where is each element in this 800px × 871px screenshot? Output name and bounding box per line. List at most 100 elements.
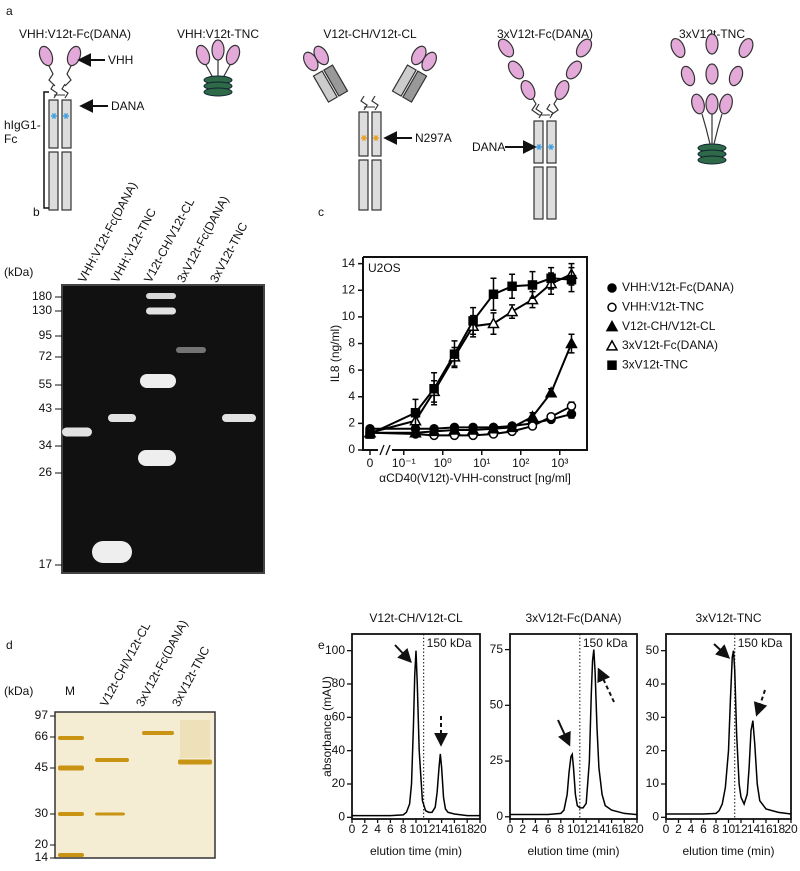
mutation-mark bbox=[63, 113, 69, 119]
point bbox=[487, 317, 500, 329]
y-tick-label: 50 bbox=[646, 643, 660, 657]
lane-label: 3xV12t-TNC bbox=[169, 644, 213, 709]
y-tick-label: 0 bbox=[338, 810, 345, 824]
series-line bbox=[370, 343, 573, 434]
plot-frame bbox=[509, 633, 638, 820]
fab-arm bbox=[302, 45, 349, 103]
point bbox=[526, 293, 539, 305]
legend-label: VHH:V12t-TNC bbox=[622, 299, 704, 313]
fc-domain bbox=[371, 111, 382, 157]
band bbox=[108, 414, 136, 422]
chart-title: 3xV12t-TNC bbox=[695, 611, 761, 625]
x-tick-label: 0 bbox=[367, 456, 374, 470]
y-tick-label: 40 bbox=[646, 676, 660, 690]
y-tick-label: 25 bbox=[490, 753, 504, 767]
y-tick-label: 0 bbox=[496, 809, 503, 823]
x-tick-label: 0 bbox=[663, 822, 670, 836]
vhh-domain bbox=[719, 93, 733, 115]
annotation: U2OS bbox=[368, 261, 401, 275]
smear bbox=[180, 720, 210, 758]
linker bbox=[550, 98, 559, 116]
mutation-mark bbox=[361, 135, 367, 141]
band bbox=[58, 765, 84, 771]
fc-domain bbox=[358, 159, 369, 211]
marker-label: 97 bbox=[35, 708, 49, 722]
x-tick-label: 8 bbox=[557, 822, 564, 836]
x-tick-label: 18 bbox=[772, 822, 786, 836]
vhh-domain bbox=[520, 79, 536, 101]
point bbox=[527, 280, 538, 290]
y-tick-label: 40 bbox=[332, 743, 346, 757]
y-tick-label: 14 bbox=[342, 256, 356, 270]
y-tick-label: 20 bbox=[332, 776, 346, 790]
linker bbox=[61, 83, 69, 99]
legend-label: VHH:V12t-Fc(DANA) bbox=[622, 280, 734, 294]
vhh-domain bbox=[507, 60, 525, 80]
series-line bbox=[369, 277, 572, 435]
marker-label: 43 bbox=[39, 401, 53, 415]
y-tick-label: 60 bbox=[332, 710, 346, 724]
fc-domain bbox=[61, 99, 72, 149]
vhh-domain bbox=[38, 45, 54, 67]
x-tick-label: 12 bbox=[422, 822, 436, 836]
fc-domain bbox=[533, 120, 544, 164]
linker bbox=[701, 113, 711, 145]
y-tick-label: 8 bbox=[348, 336, 355, 350]
band bbox=[62, 427, 92, 437]
legend-label: V12t-CH/V12t-CL bbox=[622, 319, 716, 333]
band bbox=[58, 736, 84, 740]
marker-label: 34 bbox=[39, 438, 53, 452]
unit-label: (kDa) bbox=[4, 684, 33, 698]
vhh-domain bbox=[738, 37, 754, 59]
fc-domain bbox=[61, 151, 72, 211]
x-tick-label: 4 bbox=[688, 822, 695, 836]
point bbox=[365, 429, 375, 439]
fc-domain bbox=[546, 120, 557, 164]
y-tick-label: 50 bbox=[490, 697, 504, 711]
y-tick-label: 0 bbox=[348, 442, 355, 456]
marker-label: 14 bbox=[35, 850, 49, 864]
mutation-mark bbox=[51, 113, 57, 119]
band bbox=[222, 414, 256, 422]
arrow bbox=[394, 644, 412, 664]
panel-label: b bbox=[33, 205, 40, 219]
blot bbox=[61, 284, 265, 574]
reference-label: 150 kDa bbox=[427, 636, 472, 650]
x-tick-label: 2 bbox=[519, 822, 526, 836]
point bbox=[449, 349, 460, 359]
construct-title: VHH:V12t-TNC bbox=[177, 27, 259, 41]
construct-title: VHH:V12t-Fc(DANA) bbox=[19, 27, 131, 41]
marker-label: 55 bbox=[39, 377, 53, 391]
point bbox=[507, 281, 517, 292]
point bbox=[527, 421, 538, 431]
panel-label: c bbox=[318, 205, 324, 219]
legend-marker bbox=[607, 302, 617, 313]
arrow bbox=[557, 719, 571, 747]
series-line bbox=[666, 650, 792, 815]
x-tick-label: 0 bbox=[507, 822, 514, 836]
lane-label: VHH:V12t-Fc(DANA) bbox=[75, 179, 140, 284]
linker bbox=[713, 113, 723, 145]
x-tick-label: 10 bbox=[722, 822, 736, 836]
vhh-domain bbox=[313, 45, 330, 66]
chart-title: V12t-CH/V12t-CL bbox=[369, 611, 463, 625]
annotation: Fc bbox=[4, 132, 17, 146]
x-tick-label: 4 bbox=[374, 822, 381, 836]
point bbox=[546, 411, 556, 422]
vhh-domain bbox=[680, 65, 696, 87]
x-tick-label: 10 bbox=[567, 822, 581, 836]
marker-label: 72 bbox=[39, 349, 53, 363]
band bbox=[95, 758, 129, 762]
band bbox=[58, 853, 84, 857]
legend-label: 3xV12t-Fc(DANA) bbox=[622, 338, 718, 352]
linker bbox=[223, 64, 231, 77]
linker bbox=[205, 64, 213, 77]
band bbox=[95, 812, 125, 816]
linker bbox=[531, 98, 540, 116]
unit-label: (kDa) bbox=[4, 265, 33, 279]
x-tick-label: 8 bbox=[713, 822, 720, 836]
legend-marker bbox=[605, 320, 619, 332]
point bbox=[505, 305, 519, 317]
band bbox=[176, 347, 206, 353]
band bbox=[92, 541, 132, 563]
